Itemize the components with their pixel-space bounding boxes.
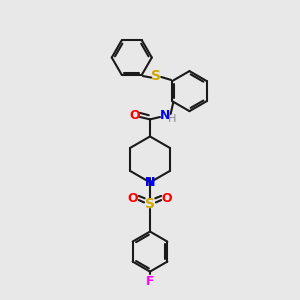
Text: O: O xyxy=(162,192,172,206)
Text: N: N xyxy=(160,109,170,122)
Text: S: S xyxy=(151,69,161,83)
Text: O: O xyxy=(129,109,140,122)
Text: H: H xyxy=(168,114,177,124)
Text: N: N xyxy=(145,176,155,189)
Text: S: S xyxy=(145,196,155,211)
Text: F: F xyxy=(146,275,154,288)
Text: N: N xyxy=(145,176,155,189)
Text: O: O xyxy=(128,192,138,206)
